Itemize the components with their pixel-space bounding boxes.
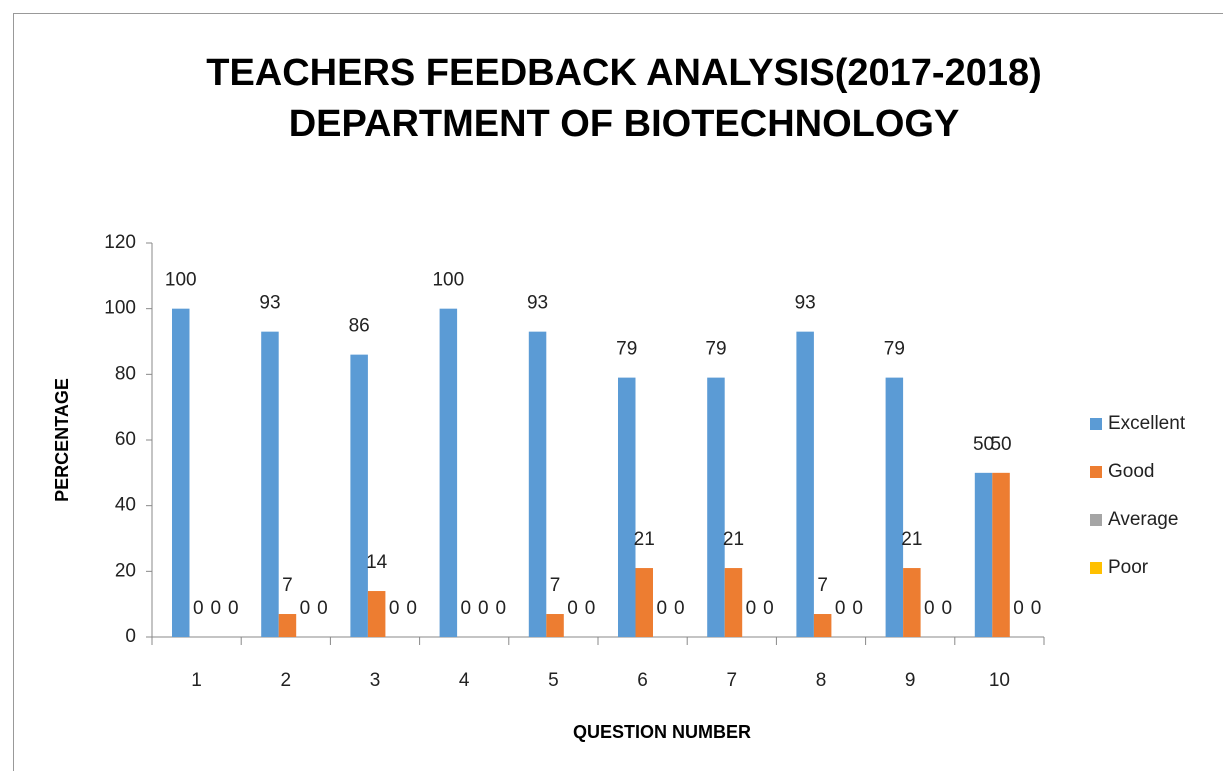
data-label: 0 (300, 598, 311, 619)
chart-title: TEACHERS FEEDBACK ANALYSIS(2017-2018) (206, 52, 1042, 94)
bar (796, 331, 814, 637)
y-tick-label: 20 (115, 560, 136, 581)
legend-label: Excellent (1108, 413, 1186, 434)
data-label: 21 (723, 529, 744, 550)
data-label: 0 (406, 598, 417, 619)
legend-swatch (1090, 418, 1102, 430)
legend-label: Average (1108, 509, 1178, 530)
data-label: 93 (527, 293, 548, 314)
bar (261, 331, 279, 637)
data-label: 0 (763, 598, 774, 619)
legend-swatch (1090, 514, 1102, 526)
data-label: 0 (389, 598, 400, 619)
data-label: 21 (901, 529, 922, 550)
x-tick-label: 1 (191, 670, 202, 691)
legend-label: Good (1108, 461, 1154, 482)
data-label: 50 (990, 434, 1011, 455)
x-tick-label: 8 (816, 670, 827, 691)
x-axis-title: QUESTION NUMBER (573, 722, 751, 742)
chart-frame (13, 13, 1223, 771)
x-tick-label: 2 (281, 670, 292, 691)
bar (974, 472, 993, 637)
y-tick-label: 100 (104, 298, 136, 319)
data-label: 79 (884, 339, 905, 360)
data-label: 0 (210, 598, 221, 619)
x-tick-label: 6 (637, 670, 648, 691)
data-label: 0 (746, 598, 757, 619)
y-tick-label: 80 (115, 363, 136, 384)
data-label: 21 (634, 529, 655, 550)
y-tick-label: 60 (115, 429, 136, 450)
data-label: 7 (282, 575, 293, 596)
x-tick-label: 9 (905, 670, 916, 691)
bar (350, 354, 368, 637)
data-label: 0 (674, 598, 685, 619)
data-label: 7 (817, 575, 828, 596)
bar (172, 308, 190, 637)
y-axis-title: PERCENTAGE (52, 378, 72, 502)
data-label: 0 (461, 598, 472, 619)
y-tick-label: 0 (125, 626, 136, 647)
bar (618, 377, 636, 637)
data-label: 0 (1031, 598, 1042, 619)
data-label: 0 (942, 598, 953, 619)
bar (813, 614, 832, 637)
legend-swatch (1090, 466, 1102, 478)
data-label: 0 (478, 598, 489, 619)
data-label: 93 (795, 293, 816, 314)
x-tick-label: 5 (548, 670, 559, 691)
bar (278, 614, 297, 637)
bar (528, 331, 547, 637)
bar (903, 568, 921, 637)
legend-swatch (1090, 562, 1102, 574)
x-tick-label: 4 (459, 670, 470, 691)
x-tick-label: 10 (989, 670, 1010, 691)
data-label: 0 (852, 598, 863, 619)
chart-title: DEPARTMENT OF BIOTECHNOLOGY (289, 103, 960, 145)
data-label: 0 (656, 598, 667, 619)
bar (439, 308, 458, 637)
bar (885, 377, 904, 637)
bar (724, 568, 743, 637)
data-label: 0 (835, 598, 846, 619)
y-tick-label: 40 (115, 495, 136, 516)
data-label: 0 (193, 598, 204, 619)
bar (635, 568, 653, 637)
data-label: 79 (616, 339, 637, 360)
data-label: 0 (496, 598, 507, 619)
data-label: 14 (366, 552, 388, 573)
data-label: 93 (259, 293, 280, 314)
data-label: 7 (550, 575, 561, 596)
bar (546, 614, 564, 637)
data-label: 0 (585, 598, 596, 619)
data-label: 0 (1013, 598, 1024, 619)
data-label: 100 (432, 270, 464, 291)
bar (707, 377, 725, 637)
legend-label: Poor (1108, 557, 1149, 578)
x-tick-label: 3 (370, 670, 381, 691)
data-label: 100 (165, 270, 197, 291)
data-label: 0 (228, 598, 239, 619)
bar (992, 472, 1010, 637)
data-label: 86 (349, 316, 370, 337)
data-label: 79 (705, 339, 726, 360)
data-label: 0 (317, 598, 328, 619)
y-tick-label: 120 (104, 232, 136, 253)
bar (367, 591, 386, 637)
data-label: 0 (924, 598, 935, 619)
x-tick-label: 7 (727, 670, 738, 691)
data-label: 50 (973, 434, 994, 455)
data-label: 0 (567, 598, 578, 619)
